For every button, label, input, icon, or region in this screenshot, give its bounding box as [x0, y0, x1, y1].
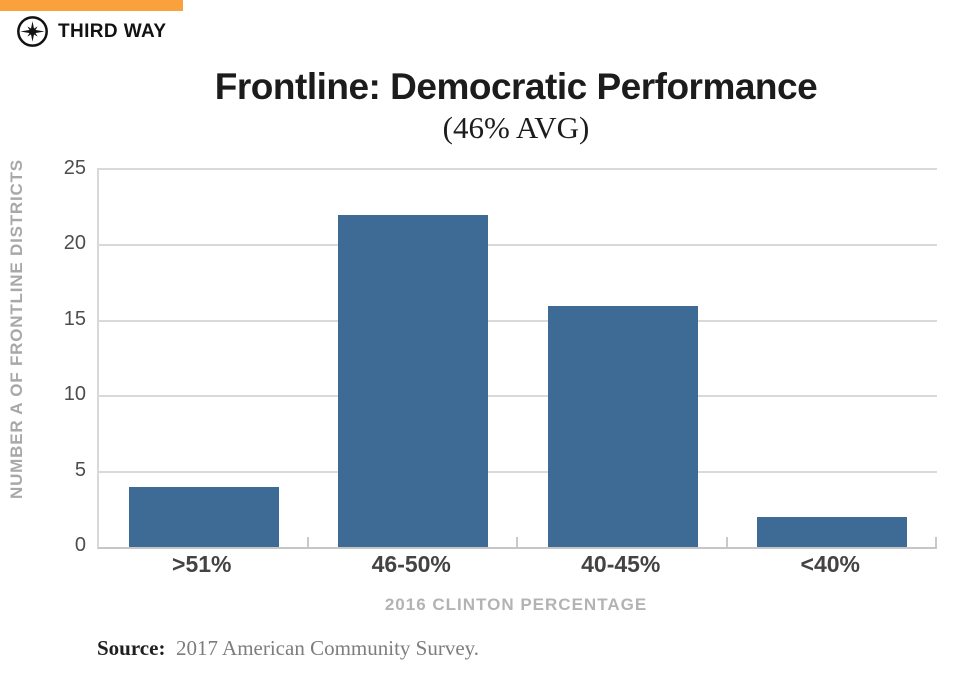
source-line: Source: 2017 American Community Survey.: [97, 636, 479, 661]
x-tick-label-<40%: <40%: [800, 551, 860, 577]
source-label: Source:: [97, 636, 166, 660]
gridline-20: [99, 244, 937, 247]
y-tick-label-5: 5: [74, 458, 86, 481]
brand-logo: THIRD WAY: [16, 15, 166, 48]
x-axis-boundary-tick: [725, 537, 728, 547]
x-axis-boundary-tick: [935, 537, 937, 547]
y-tick-label-15: 15: [63, 307, 86, 330]
source-text: 2017 American Community Survey.: [175, 636, 480, 660]
chart-subtitle: (46% AVG): [442, 110, 590, 145]
bar->51%: [128, 486, 279, 547]
gridline-15: [99, 319, 937, 322]
x-tick-label-40-45%: 40-45%: [581, 551, 661, 577]
y-tick-label-0: 0: [74, 534, 86, 556]
brand-name: THIRD WAY: [58, 20, 167, 42]
bar-46-50%: [338, 215, 489, 547]
x-axis-boundary-tick: [306, 537, 309, 547]
y-tick-label-25: 25: [63, 157, 86, 179]
compass-star-icon: [16, 15, 49, 48]
gridline-5: [99, 470, 937, 473]
y-tick-label-20: 20: [63, 232, 86, 255]
x-tick-label->51%: >51%: [172, 551, 232, 577]
y-axis-title: NUMBER A OF FRONTLINE DISTRICTS: [7, 159, 26, 499]
plot-area: [97, 168, 937, 549]
chart-title: Frontline: Democratic Performance: [214, 66, 818, 107]
y-tick-label-10: 10: [63, 383, 86, 406]
bar-<40%: [757, 516, 908, 547]
x-tick-label-46-50%: 46-50%: [371, 551, 451, 577]
x-axis-boundary-tick: [516, 537, 518, 547]
gridline-10: [99, 395, 937, 398]
brand-accent-bar: [0, 0, 183, 11]
bar-40-45%: [547, 305, 698, 547]
x-axis-title: 2016 CLINTON PERCENTAGE: [384, 595, 648, 614]
